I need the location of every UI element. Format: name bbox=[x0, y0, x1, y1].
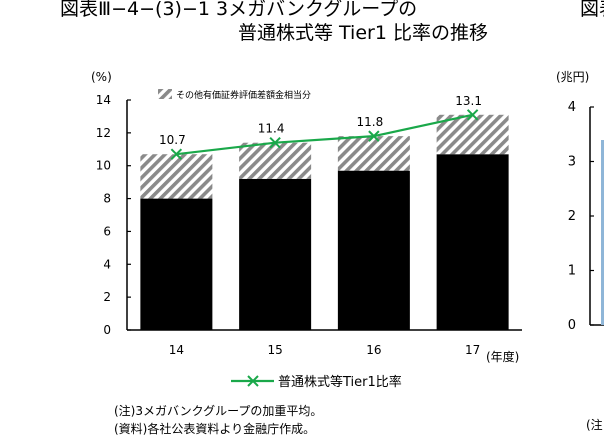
bar-hatched bbox=[337, 136, 410, 171]
x-tick-label: 17 bbox=[465, 343, 480, 357]
y-tick-label: 4 bbox=[103, 257, 111, 271]
right-y-tick-label: 2 bbox=[568, 209, 576, 224]
right-y-tick-label: 0 bbox=[568, 318, 576, 333]
legend-line-label: 普通株式等Tier1比率 bbox=[278, 374, 402, 390]
right-y-tick-label: 4 bbox=[568, 100, 576, 115]
bar-solid bbox=[337, 170, 410, 330]
right-bar-edge bbox=[601, 140, 604, 325]
bar-solid bbox=[436, 154, 509, 330]
data-label: 11.8 bbox=[357, 115, 384, 129]
x-tick-label: 16 bbox=[366, 343, 381, 357]
right-chart-title-fragment: 図表 bbox=[580, 0, 604, 20]
y-tick-label: 14 bbox=[96, 93, 111, 107]
y-tick-label: 8 bbox=[103, 192, 111, 206]
right-footnote-fragment: (注 bbox=[586, 418, 603, 432]
chart-title-line2: 普通株式等 Tier1 比率の推移 bbox=[238, 22, 488, 44]
footnote-source: (資料)各社公表資料より金融庁作成。 bbox=[114, 422, 316, 436]
y-tick-label: 12 bbox=[96, 126, 111, 140]
y-tick-label: 10 bbox=[96, 159, 111, 173]
right-y-axis-unit: (兆円) bbox=[556, 70, 589, 84]
line-point-marker bbox=[269, 137, 281, 149]
main-chart: 0 2 4 6 8 10 12 14 (%) 14 15 16 17 (年度) 10.7 11.4 11.8 13… bbox=[91, 70, 522, 390]
line-point-marker bbox=[368, 130, 380, 142]
legend-line-marker bbox=[247, 375, 259, 387]
line-series-path bbox=[176, 113, 473, 156]
legend-hatched-label: その他有価証券評価差額金相当分 bbox=[176, 89, 311, 101]
y-tick-label: 0 bbox=[103, 323, 111, 337]
right-y-tick-label: 3 bbox=[568, 155, 576, 170]
y-axis-unit: (%) bbox=[91, 70, 112, 84]
legend-hatched-swatch bbox=[158, 89, 172, 99]
bar-solid bbox=[239, 178, 312, 330]
right-y-tick-label: 1 bbox=[568, 264, 576, 279]
line-point-marker bbox=[466, 109, 479, 121]
y-tick-label: 2 bbox=[103, 290, 111, 304]
bar-hatched bbox=[436, 114, 509, 155]
x-tick-label: 14 bbox=[169, 343, 184, 357]
data-label: 13.1 bbox=[455, 94, 482, 108]
footnote-note: (注)3メガバンクグループの加重平均。 bbox=[114, 404, 323, 418]
x-tick-label: 15 bbox=[267, 343, 282, 357]
data-label: 11.4 bbox=[258, 122, 285, 136]
line-point-marker bbox=[170, 148, 183, 160]
bar-solid bbox=[140, 198, 213, 330]
chart-title-line1: 図表Ⅲ−4−(3)−1 3メガバンクグループの bbox=[60, 0, 418, 20]
right-chart-partial: 0 1 2 3 4 (兆円) bbox=[556, 70, 604, 333]
bar-hatched bbox=[239, 142, 312, 179]
bar-hatched bbox=[140, 154, 213, 199]
x-axis-unit: (年度) bbox=[486, 349, 519, 364]
y-tick-label: 6 bbox=[103, 224, 111, 238]
data-label: 10.7 bbox=[159, 133, 186, 147]
